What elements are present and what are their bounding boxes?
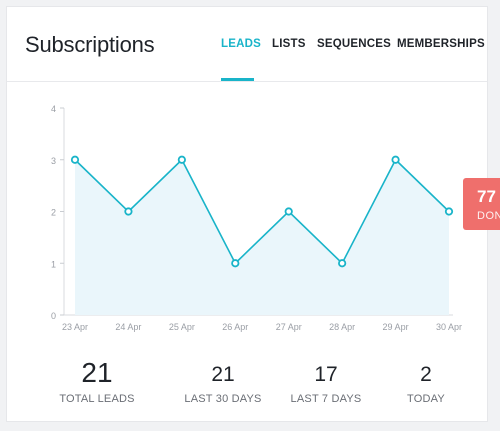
side-badge[interactable]: 77 DON [463, 178, 500, 230]
active-tab-indicator [221, 78, 254, 81]
card-header: Subscriptions LEADS LISTS SEQUENCES MEMB… [7, 7, 487, 82]
stat-last-30-days-value: 21 [211, 363, 235, 386]
x-tick-label: 25 Apr [169, 322, 195, 332]
tab-leads[interactable]: LEADS [221, 38, 261, 50]
x-tick-label: 28 Apr [329, 322, 355, 332]
data-point [284, 207, 293, 216]
data-point [177, 155, 186, 164]
y-tick-label: 0 [51, 311, 56, 321]
data-point [231, 259, 240, 268]
area-fill [75, 159, 449, 315]
y-tick-label: 3 [51, 156, 56, 166]
stat-last-30-days-label: LAST 30 DAYS [184, 393, 262, 405]
stat-today-value: 2 [420, 363, 432, 386]
x-tick-label: 27 Apr [276, 322, 302, 332]
tab-sequences[interactable]: SEQUENCES [317, 38, 392, 50]
side-badge-label: DON [477, 210, 500, 222]
y-tick-label: 1 [51, 259, 56, 269]
stat-last-7-days-value: 17 [314, 363, 338, 386]
x-tick-label: 23 Apr [62, 322, 88, 332]
series-line [74, 158, 450, 265]
stat-total-leads-value: 21 [81, 357, 113, 388]
stat-last-7-days-label: LAST 7 DAYS [290, 393, 362, 405]
y-tick-label: 4 [51, 104, 56, 114]
y-tick-label: 2 [51, 208, 56, 218]
subscriptions-card: Subscriptions LEADS LISTS SEQUENCES MEMB… [6, 6, 488, 422]
x-tick-label: 24 Apr [115, 322, 141, 332]
tab-lists[interactable]: LISTS [272, 38, 306, 50]
x-tick-label: 29 Apr [383, 322, 409, 332]
data-point [444, 207, 454, 216]
stat-total-leads-label: TOTAL LEADS [59, 393, 135, 405]
data-point [124, 207, 133, 216]
data-point [338, 259, 347, 268]
x-tick-label: 30 Apr [436, 322, 462, 332]
leads-area-chart: 0 1 2 3 4 23 Apr 24 Apr 25 Apr 26 Apr 27 Apr 28 Ap… [51, 104, 462, 332]
page-title: Subscriptions [25, 32, 155, 57]
x-tick-label: 26 Apr [222, 322, 248, 332]
data-point [391, 155, 400, 164]
stat-today-label: TODAY [407, 393, 445, 405]
tab-memberships[interactable]: MEMBERSHIPS [397, 38, 485, 50]
side-badge-number: 77 [477, 187, 496, 206]
data-point [70, 155, 80, 164]
